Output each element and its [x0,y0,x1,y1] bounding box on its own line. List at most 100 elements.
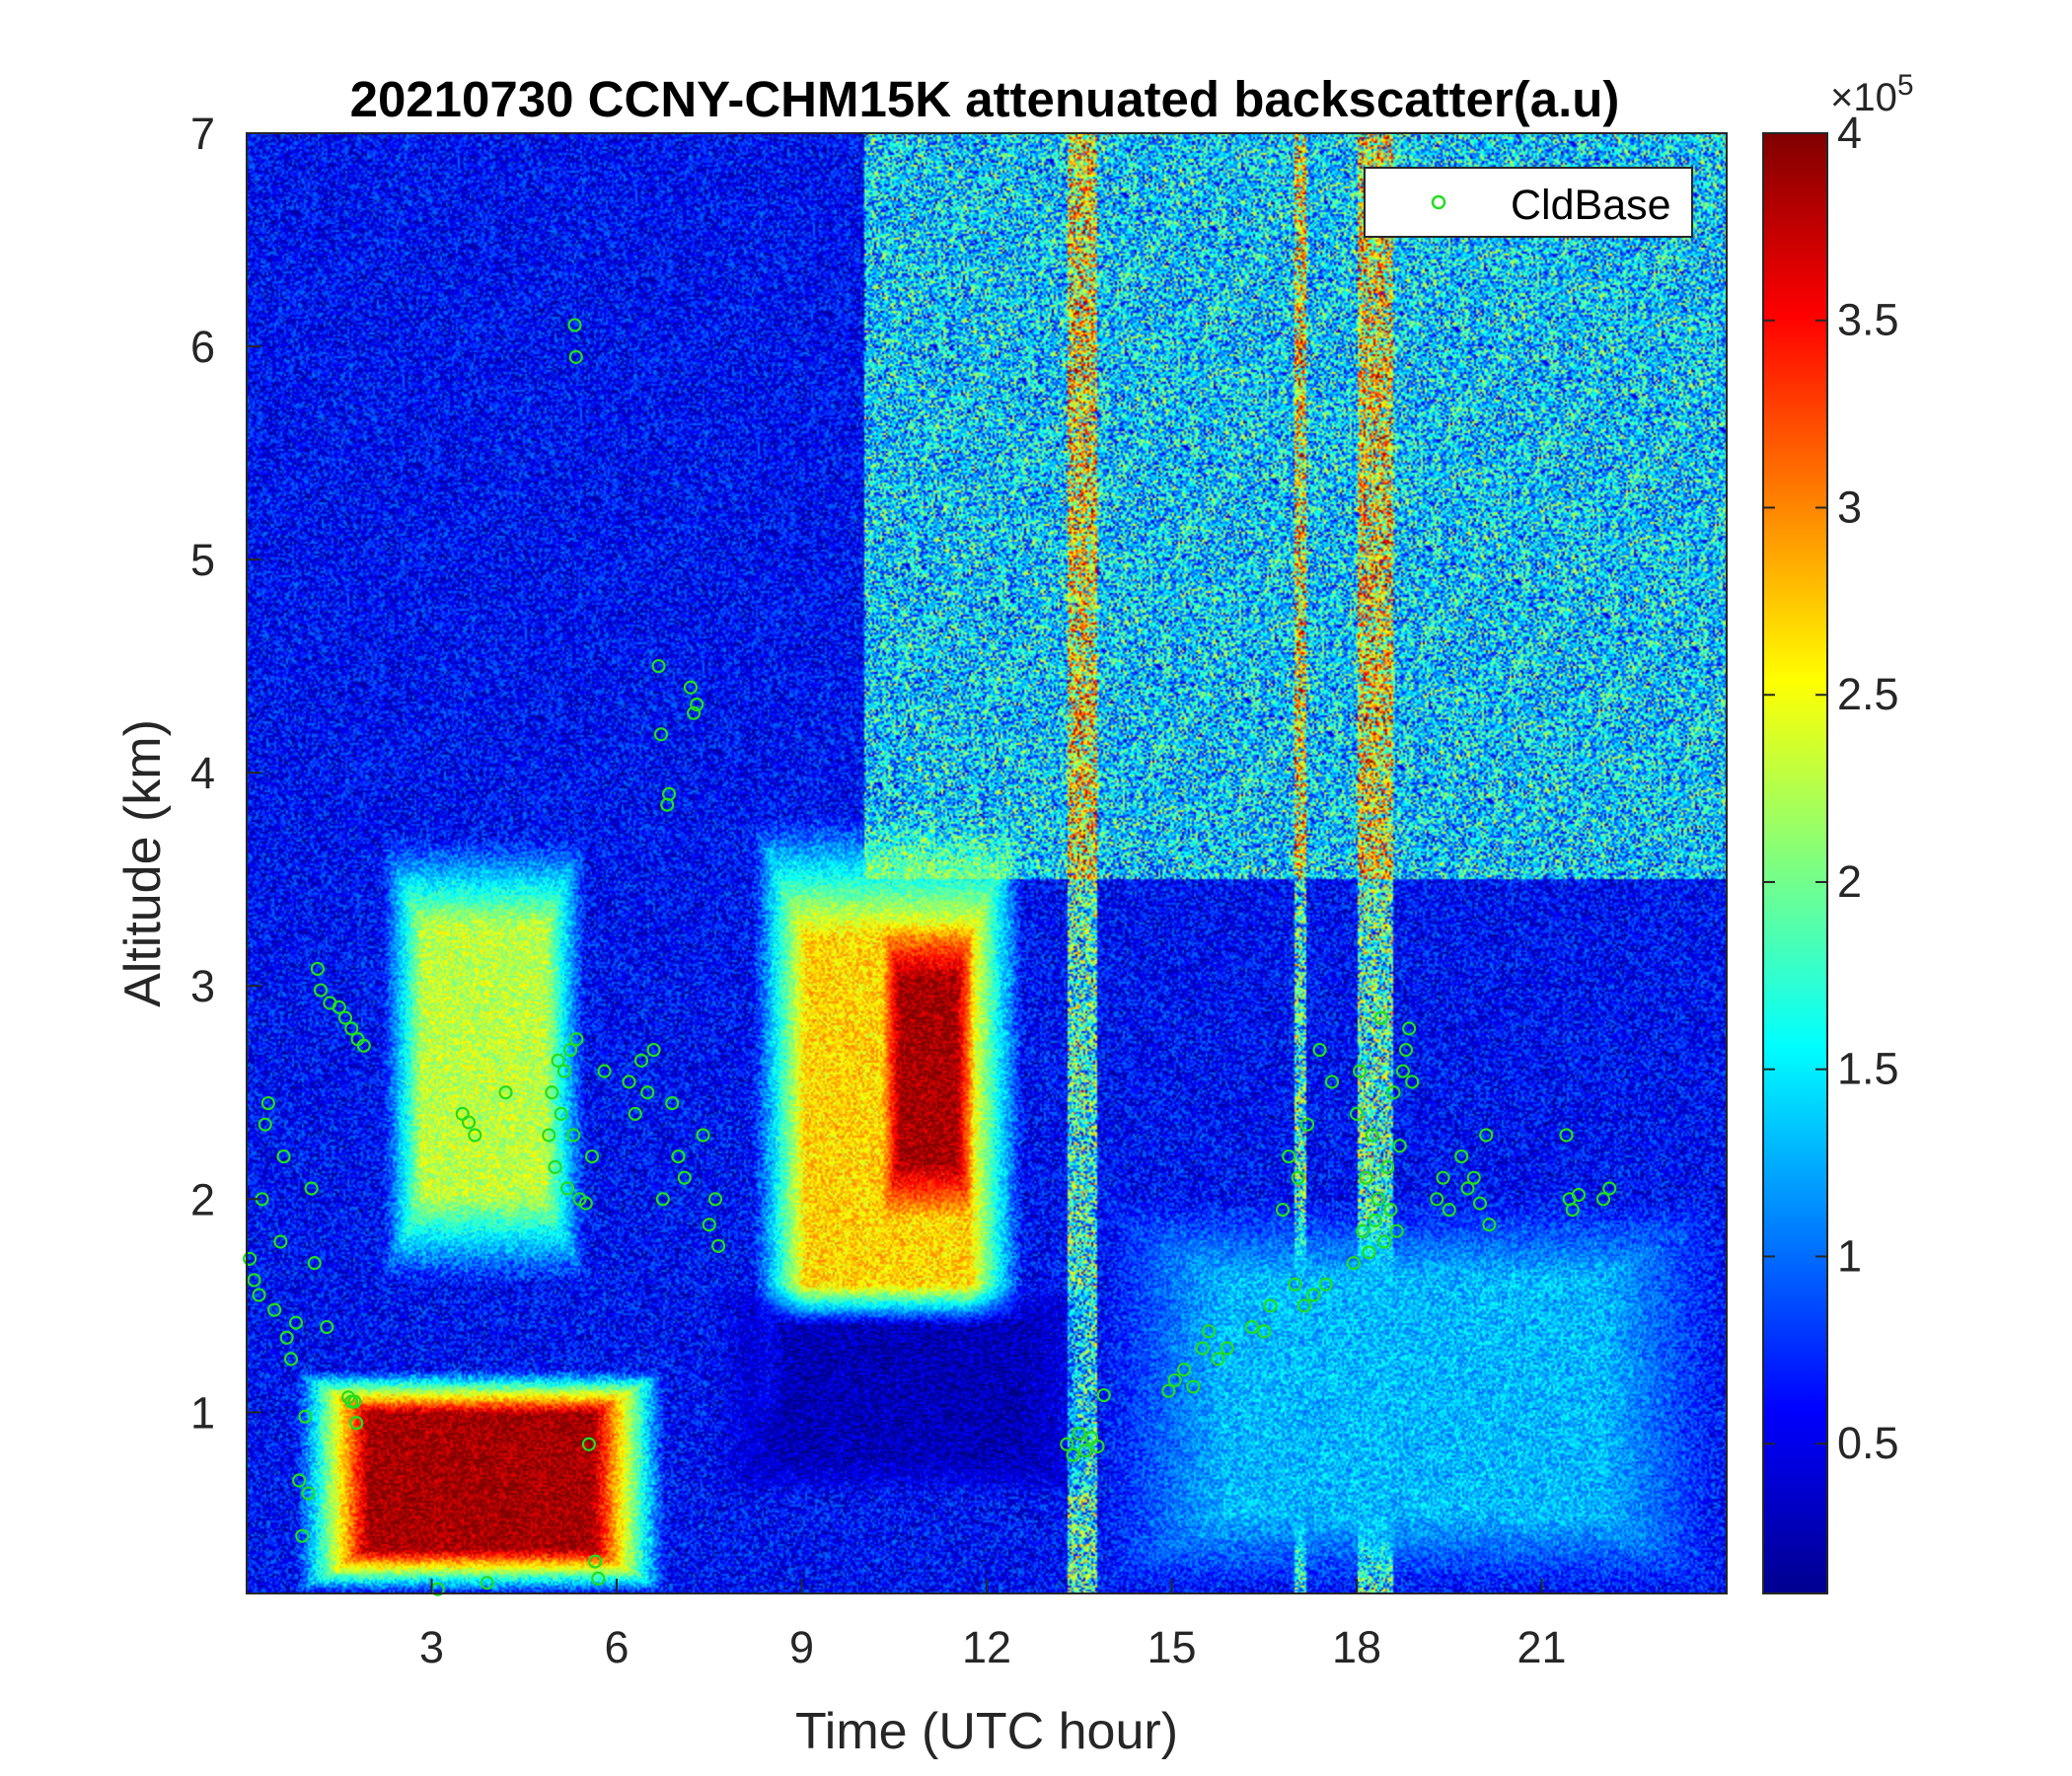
cloud-base-point [1380,1159,1395,1174]
cloud-base-point [683,680,699,695]
cloud-base-point [1186,1379,1201,1394]
cloud-base-point [655,1192,670,1207]
cloud-base-point [1288,1277,1302,1292]
legend-label-cldbase: CldBase [1511,182,1671,229]
cloud-base-point [551,1053,565,1068]
colorbar-tick-label: 3.5 [1837,295,1899,345]
cloud-base-point [279,1330,294,1345]
cloud-base-point [1312,1042,1327,1058]
x-tick-label: 15 [1147,1622,1196,1672]
cloud-base-point [1359,1170,1373,1185]
cloud-base-point [665,1095,680,1111]
cloud-base-point [1201,1324,1217,1339]
cloud-base-point [1291,1170,1305,1185]
cloud-base-point [1482,1218,1497,1232]
cloud-base-point [252,1288,266,1302]
cloud-base-point [1096,1387,1111,1403]
cloud-base-point [295,1528,310,1543]
cloud-base-point [243,1251,258,1266]
cloud-base-point [702,1218,716,1232]
y-tick-label: 4 [190,748,215,798]
cloud-base-point [1466,1170,1481,1185]
cloud-base-point [1402,1021,1417,1036]
y-tick-label: 6 [190,322,215,372]
cloud-base-point [1244,1319,1259,1335]
colorbar-ticks: 0.5 1 1.5 2 2.5 3 3.5 4 [1763,108,1899,1468]
cloud-base-point [677,1170,692,1185]
cloud-base-point [1077,1443,1093,1458]
cloud-base-point [332,999,346,1014]
cloud-base-point [581,1437,596,1451]
cloud-base-point [1299,1117,1315,1132]
cloud-base-point [1211,1352,1225,1367]
cloud-base-point [258,1117,272,1132]
colorbar-tick-label: 3 [1837,481,1862,532]
cloud-base-point [1090,1439,1105,1454]
chart-title: 20210730 CCNY-CHM15K attenuated backscat… [350,71,1620,127]
x-tick-label: 9 [789,1622,814,1672]
cloud-base-point [498,1085,513,1100]
cloud-base-point [301,1486,316,1501]
cloud-base-point [1386,1085,1401,1100]
cloud-base-point [1602,1181,1617,1196]
cloud-base-point [653,727,669,742]
cloud-base-point [1398,1042,1414,1058]
cloud-base-point [567,318,582,333]
cloud-base-point [548,1159,562,1174]
cloud-base-point [1306,1288,1321,1302]
cloud-base-point [461,1115,477,1130]
cloud-base-point [542,1128,556,1143]
cloud-base-point [633,1053,649,1068]
cloud-base-point [707,1192,723,1207]
cloud-base-point [671,1148,686,1164]
cloud-base-point [1356,1223,1370,1238]
cloud-base-point [1442,1202,1456,1218]
cloud-base-point [711,1238,726,1253]
cloud-base-point [1389,1223,1404,1238]
cloud-base-point [1066,1447,1080,1462]
cloud-base-point [320,1319,334,1335]
cloud-base-point [1392,1139,1407,1153]
cloud-base-point [556,1064,571,1078]
cloud-base-point [1349,1106,1365,1121]
cloud-base-point [554,1106,568,1121]
colorbar-exponent-prefix: ×10 [1830,76,1897,119]
cloud-base-point [1072,1426,1086,1442]
cloud-base-point [1365,1128,1379,1143]
cloud-base-point [1195,1341,1210,1356]
cloud-base-point [690,697,704,712]
cloud-base-point [1454,1148,1469,1164]
cloud-base-point [696,1128,710,1143]
cloud-base-point [298,1409,313,1424]
cloud-base-point [569,1032,584,1047]
cloud-base-point [1296,1298,1311,1313]
cloud-base-point [568,349,583,364]
cloud-base-point [276,1148,291,1164]
cloud-base-point [307,1256,322,1271]
colorbar-tick-label: 1.5 [1837,1044,1899,1094]
colorbar-tick-label: 2 [1837,856,1862,907]
cloud-base-point [1060,1437,1074,1451]
x-tick-label: 18 [1332,1622,1381,1672]
cloud-base-point [1370,1192,1385,1207]
cloud-base-point [687,705,702,720]
cloud-base-point [578,1196,593,1211]
x-axis-ticks: 3 6 9 12 15 18 21 [419,1579,1567,1672]
cloud-base-point [1559,1128,1574,1143]
cloud-base-point [356,1038,371,1053]
x-tick-label: 12 [962,1622,1011,1672]
cloud-base-point [1167,1372,1182,1388]
cloud-base-point [651,659,666,674]
cloud-base-point [1275,1202,1291,1218]
colorbar-gradient [1762,132,1828,1594]
x-tick-label: 3 [419,1622,444,1672]
y-tick-label: 2 [190,1174,215,1224]
colorbar-tick-label: 2.5 [1837,669,1899,719]
cloud-base-point [662,786,677,801]
cloud-base-point [267,1302,282,1317]
cloud-base-point [591,1571,606,1586]
cloud-base-point [1220,1341,1234,1356]
cloud-base-point [1282,1148,1296,1164]
cloud-base-point [1362,1245,1376,1260]
